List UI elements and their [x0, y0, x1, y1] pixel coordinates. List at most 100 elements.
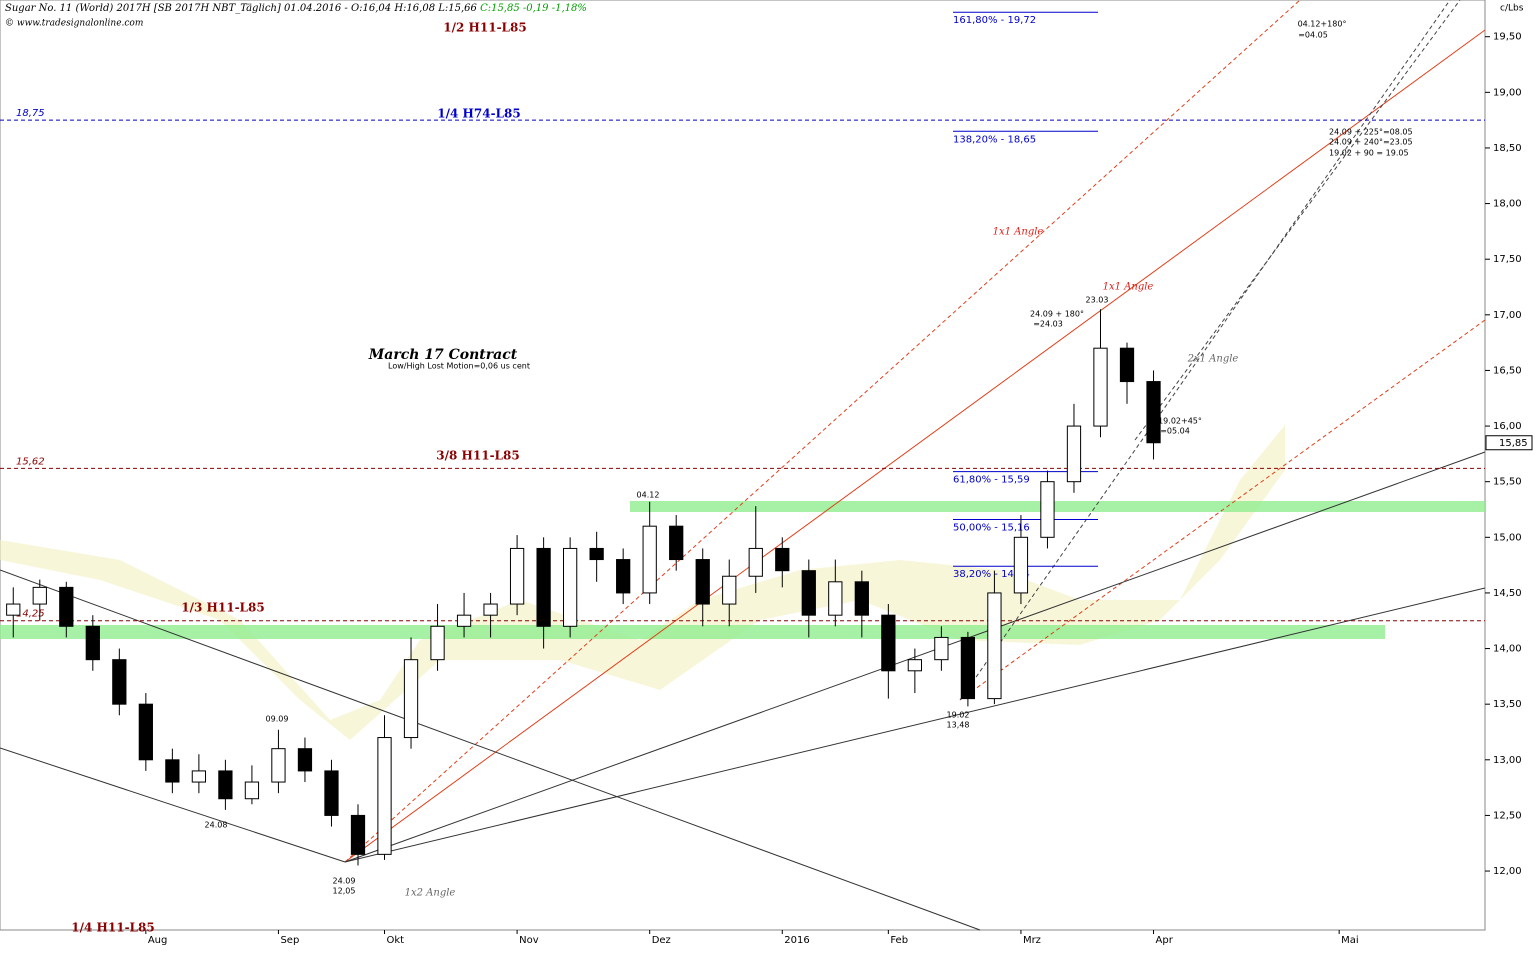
y-tick-label: 13,00: [1493, 755, 1522, 766]
fib-label: 38,20% - 14,74: [953, 569, 1030, 580]
candle-body: [881, 614, 896, 672]
y-tick-label: 16,50: [1493, 365, 1522, 376]
candle-body: [59, 586, 74, 627]
y-tick-label: 16,00: [1493, 421, 1522, 432]
annotation: 3/8 H11-L85: [436, 449, 519, 463]
annotation: 13,48: [947, 721, 970, 730]
candle-body: [1013, 536, 1029, 594]
fib-label: 61,80% - 15,59: [953, 475, 1030, 486]
y-tick-label: 14,50: [1493, 588, 1522, 599]
candle-body: [244, 781, 260, 800]
candle-body: [112, 659, 127, 705]
plot-area: [0, 0, 1486, 931]
last-price-box: [1485, 435, 1533, 451]
candle-body: [722, 575, 737, 605]
fib-label: 161,80% - 19,72: [953, 15, 1036, 26]
annotation: 04.12: [637, 491, 660, 500]
candle-body: [350, 814, 366, 855]
copyright: © www.tradesignalonline.com: [5, 19, 143, 29]
candle-body: [987, 592, 1002, 700]
candle-body: [695, 559, 710, 605]
candle-body: [430, 625, 445, 661]
candle-body: [218, 770, 233, 800]
x-tick-label: Sep: [280, 935, 299, 946]
y-tick-label: 12,00: [1493, 866, 1522, 877]
candle-body: [6, 603, 21, 616]
annotation: 23.03: [1086, 296, 1109, 305]
y-tick-label: 17,50: [1493, 254, 1522, 265]
candle-body: [828, 581, 843, 616]
candle-body: [642, 525, 657, 594]
annotation: =04.05: [1298, 31, 1328, 40]
fib-label: 50,00% - 15,16: [953, 523, 1030, 534]
annotation: 1x1 Angle: [1103, 282, 1154, 293]
candle-body: [1066, 425, 1082, 483]
header: Sugar No. 11 (World) 2017H [SB 2017H NBT…: [5, 3, 587, 14]
candle-body: [377, 737, 392, 855]
candle-body: [748, 547, 763, 577]
candle-body: [85, 625, 100, 661]
annotation: 24.09 + 240°=23.05: [1329, 138, 1413, 147]
candle-body: [297, 748, 313, 772]
candle-body: [801, 570, 816, 616]
y-tick-label: 18,00: [1493, 199, 1522, 210]
candle-body: [1146, 381, 1161, 444]
candle-body: [1040, 481, 1055, 538]
candle-body: [324, 770, 339, 816]
candle-body: [191, 770, 207, 783]
annotation: 24.09 + 225°=08.05: [1329, 128, 1413, 137]
candle-body: [456, 614, 472, 627]
candle-body: [165, 759, 180, 783]
annotation: 1x1 Angle: [993, 227, 1044, 238]
x-tick-label: Mai: [1341, 935, 1359, 946]
candle-body: [934, 636, 949, 661]
annotation: 12,05: [333, 887, 356, 896]
candle-body: [1093, 347, 1108, 427]
annotation: Low/High Lost Motion=0,06 us cent: [388, 362, 530, 371]
candle-body: [1119, 347, 1135, 383]
candle-body: [589, 547, 604, 561]
annotation: 19.02+45°: [1158, 417, 1202, 426]
annotation: March 17 Contract: [368, 347, 518, 363]
candle-body: [563, 547, 578, 627]
annotation: =24.03: [1033, 320, 1063, 329]
level-label: 18,75: [16, 108, 45, 119]
annotation: 1/2 H11-L85: [443, 21, 526, 35]
candle-body: [616, 559, 631, 594]
candle-body: [403, 659, 419, 739]
candle-body: [509, 547, 525, 605]
unit-label: c/Lbs: [1500, 4, 1524, 14]
candle-body: [32, 586, 47, 605]
annotation: 2x1 Angle: [1187, 354, 1239, 365]
level-label: 14,25: [16, 609, 45, 620]
annotation: 19.02 + 90 = 19.05: [1329, 149, 1409, 158]
annotation: 04.12+180°: [1298, 20, 1347, 29]
annotation: 09.09: [266, 715, 289, 724]
support-band: [0, 625, 1385, 639]
x-tick-label: Dez: [652, 935, 671, 946]
candle-body: [138, 703, 153, 761]
annotation: 19.02: [947, 711, 970, 720]
candle-body: [483, 603, 498, 616]
x-tick-label: Nov: [519, 935, 539, 946]
header-title: Sugar No. 11 (World) 2017H [SB 2017H NBT…: [5, 3, 478, 14]
candle-body: [536, 547, 551, 627]
candle-body: [907, 659, 922, 672]
y-tick-label: 15,00: [1493, 532, 1522, 543]
y-tick-label: 17,00: [1493, 310, 1522, 321]
y-tick-label: 12,50: [1493, 810, 1522, 821]
support-band: [630, 501, 1485, 512]
annotation: 24.09 + 180°: [1030, 310, 1084, 319]
annotation: 1x2 Angle: [405, 888, 456, 899]
y-tick-label: 15,50: [1493, 477, 1522, 488]
x-tick-label: Feb: [890, 935, 908, 946]
level-label: 15,62: [16, 456, 45, 467]
x-tick-label: 2016: [784, 935, 809, 946]
candle-body: [775, 547, 790, 572]
candle-body: [854, 581, 869, 616]
candle-body: [271, 748, 286, 783]
annotation: 1/4 H74-L85: [437, 107, 520, 121]
annotation: 24.08: [205, 821, 228, 830]
y-tick-label: 19,00: [1493, 87, 1522, 98]
